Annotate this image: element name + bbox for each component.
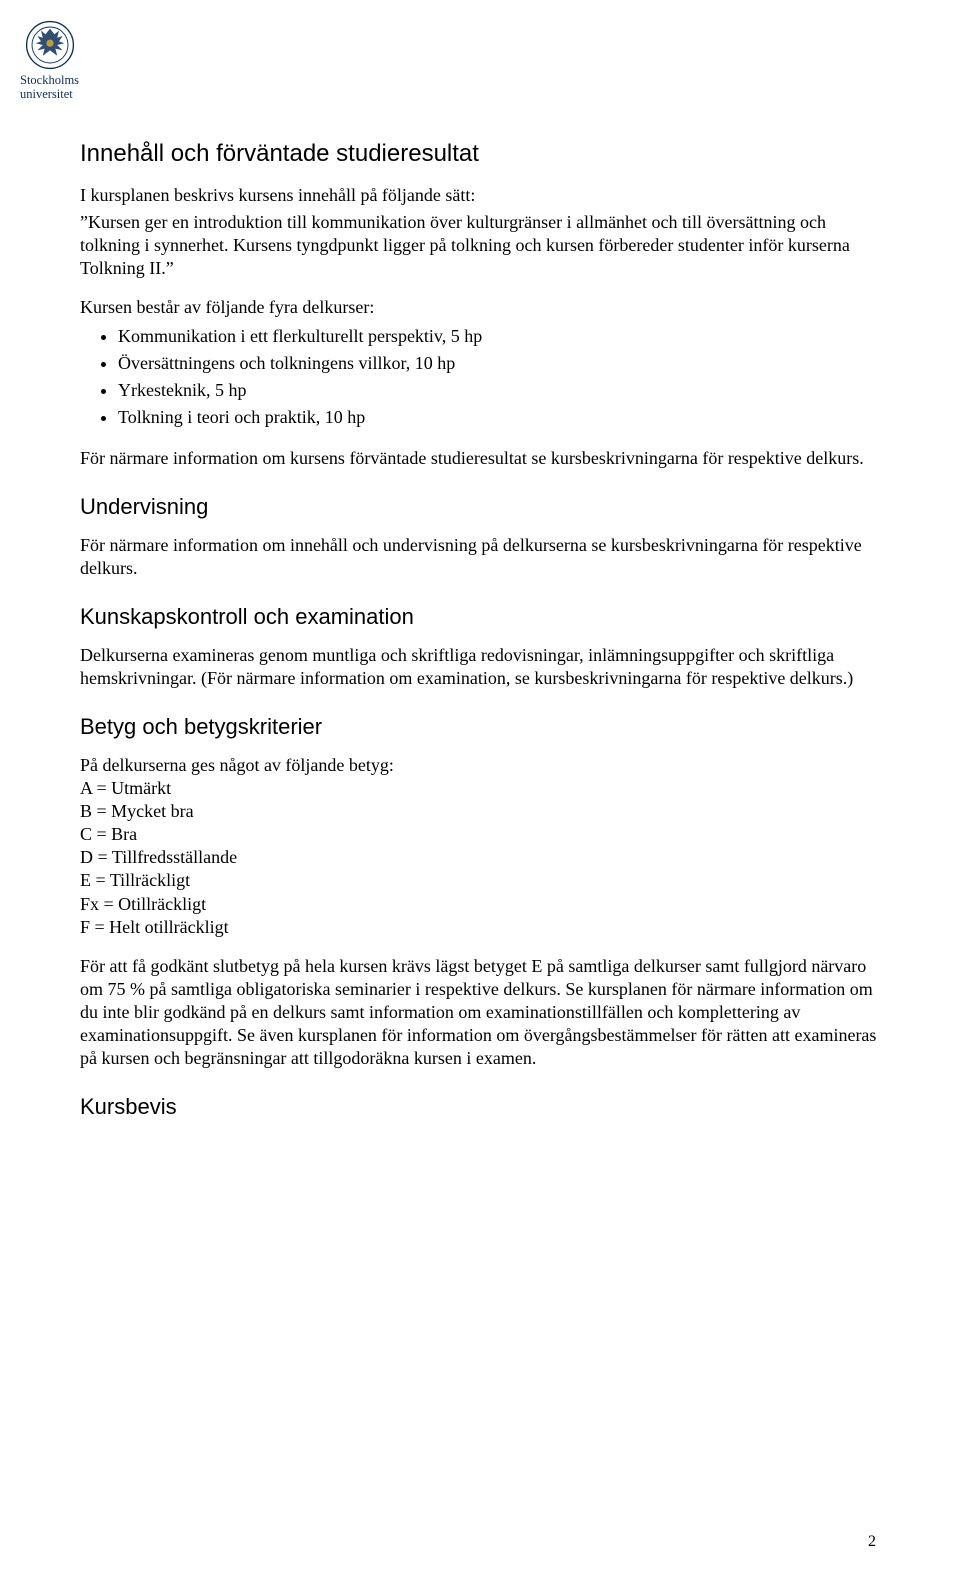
paragraph: För att få godkänt slutbetyg på hela kur… — [80, 955, 880, 1070]
paragraph: I kursplanen beskrivs kursens innehåll p… — [80, 184, 880, 207]
list-item: Översättningens och tolkningens villkor,… — [118, 350, 880, 377]
list-item: Yrkesteknik, 5 hp — [118, 377, 880, 404]
document-body: Innehåll och förväntade studieresultat I… — [80, 140, 880, 1134]
paragraph: Delkurserna examineras genom muntliga oc… — [80, 644, 880, 690]
page-number: 2 — [868, 1533, 876, 1551]
grade-line: E = Tillräckligt — [80, 869, 880, 892]
section-heading-grading: Betyg och betygskriterier — [80, 714, 880, 740]
university-name: Stockholms universitet — [20, 74, 79, 102]
logo-line2: universitet — [20, 88, 79, 102]
grade-intro: På delkurserna ges något av följande bet… — [80, 754, 880, 777]
list-item: Tolkning i teori och praktik, 10 hp — [118, 404, 880, 431]
paragraph: ”Kursen ger en introduktion till kommuni… — [80, 211, 880, 280]
section-heading-teaching: Undervisning — [80, 494, 880, 520]
paragraph: För närmare information om kursens förvä… — [80, 447, 880, 470]
section-heading-examination: Kunskapskontroll och examination — [80, 604, 880, 630]
grade-line: Fx = Otillräckligt — [80, 893, 880, 916]
grades-block: På delkurserna ges något av följande bet… — [80, 754, 880, 938]
university-seal-icon — [23, 18, 77, 72]
logo-line1: Stockholms — [20, 74, 79, 88]
grade-line: B = Mycket bra — [80, 800, 880, 823]
paragraph: Kursen består av följande fyra delkurser… — [80, 296, 880, 319]
grade-line: C = Bra — [80, 823, 880, 846]
grade-line: A = Utmärkt — [80, 777, 880, 800]
section-heading-certificate: Kursbevis — [80, 1094, 880, 1120]
list-item: Kommunikation i ett flerkulturellt persp… — [118, 323, 880, 350]
university-logo: Stockholms universitet — [20, 18, 79, 102]
grade-line: F = Helt otillräckligt — [80, 916, 880, 939]
subcourse-list: Kommunikation i ett flerkulturellt persp… — [118, 323, 880, 431]
grade-line: D = Tillfredsställande — [80, 846, 880, 869]
paragraph: För närmare information om innehåll och … — [80, 534, 880, 580]
section-heading-content: Innehåll och förväntade studieresultat — [80, 140, 880, 168]
